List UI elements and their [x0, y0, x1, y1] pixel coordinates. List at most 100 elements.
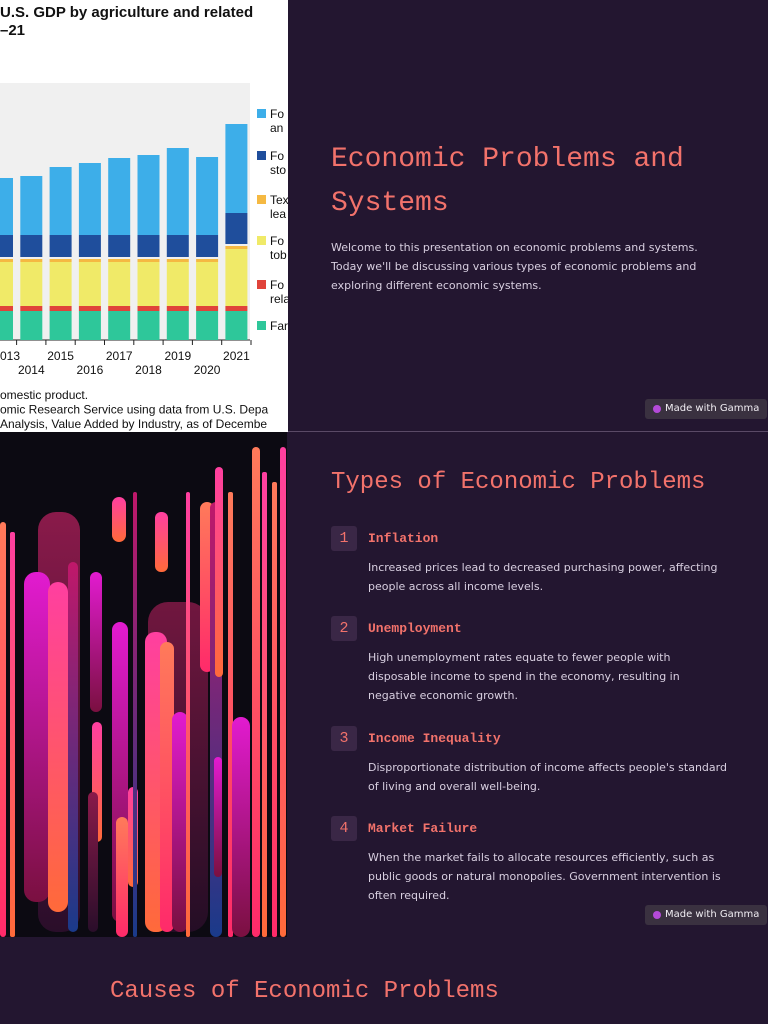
- bar-segment: [108, 259, 131, 262]
- bar-segment: [166, 311, 189, 340]
- item-number: 1: [331, 526, 357, 551]
- bar-segment: [49, 235, 72, 257]
- legend-label: Fo: [270, 234, 284, 248]
- made-with-badge[interactable]: Made with Gamma: [645, 399, 768, 419]
- legend-swatch: [257, 151, 266, 160]
- x-tick-label: 2017: [106, 349, 133, 363]
- divider: [288, 431, 768, 432]
- item-label: Income Inequality: [368, 731, 501, 746]
- bar-segment: [137, 259, 160, 262]
- bar-segment: [225, 249, 248, 306]
- item-number: 3: [331, 726, 357, 751]
- bar-segment: [0, 262, 13, 306]
- legend-label: Tex: [270, 193, 288, 207]
- bar-segment: [49, 311, 72, 340]
- bar-segment: [108, 311, 131, 340]
- bar-segment: [196, 306, 219, 311]
- chart-image: U.S. GDP by agriculture and related–21 01…: [0, 0, 288, 432]
- made-with-badge[interactable]: Made with Gamma: [645, 905, 768, 925]
- bar-segment: [108, 262, 131, 306]
- legend-label: Far: [270, 319, 288, 333]
- item-description: Increased prices lead to decreased purch…: [368, 561, 718, 593]
- bar-segment: [78, 235, 101, 257]
- bar-segment: [0, 259, 13, 262]
- legend-label: sto: [270, 163, 286, 177]
- legend-swatch: [257, 109, 266, 118]
- item-description: When the market fails to allocate resour…: [368, 851, 721, 902]
- legend-swatch: [257, 195, 266, 204]
- bar-segment: [137, 306, 160, 311]
- bar-segment: [20, 262, 43, 306]
- legend-label: Fo: [270, 278, 284, 292]
- bar-segment: [196, 311, 219, 340]
- x-tick-label: 2014: [18, 363, 45, 377]
- bar-segment: [49, 259, 72, 262]
- legend-label: Fo: [270, 149, 284, 163]
- bar-segment: [108, 235, 131, 257]
- bar-segment: [78, 311, 101, 340]
- bar-segment: [166, 148, 189, 235]
- item-number: 2: [331, 616, 357, 641]
- x-tick-label: 2019: [164, 349, 191, 363]
- slide-title: Economic Problems and Systems: [331, 144, 684, 219]
- bar-segment: [20, 259, 43, 262]
- legend-label: Fo: [270, 107, 284, 121]
- item-number: 4: [331, 816, 357, 841]
- legend-label: rela: [270, 292, 288, 306]
- bar-segment: [166, 259, 189, 262]
- slide-body: Welcome to this presentation on economic…: [331, 241, 698, 292]
- bar-segment: [166, 235, 189, 257]
- slide-title: Causes of Economic Problems: [110, 978, 499, 1005]
- bar-segment: [20, 311, 43, 340]
- bar-segment: [196, 262, 219, 306]
- bar-segment: [166, 306, 189, 311]
- bar-segment: [196, 157, 219, 235]
- bar-segment: [0, 311, 13, 340]
- bar-segment: [108, 306, 131, 311]
- bar-segment: [49, 306, 72, 311]
- bar-segment: [137, 235, 160, 257]
- bar-segment: [225, 306, 248, 311]
- bar-segment: [0, 178, 13, 235]
- bar-segment: [137, 311, 160, 340]
- bar-segment: [49, 167, 72, 235]
- legend-swatch: [257, 236, 266, 245]
- bar-segment: [166, 262, 189, 306]
- image-note: Analysis, Value Added by Industry, as of…: [0, 417, 267, 431]
- x-tick-label: 2018: [135, 363, 162, 377]
- bar-segment: [137, 262, 160, 306]
- x-tick-label: 2016: [77, 363, 104, 377]
- bar-segment: [20, 306, 43, 311]
- bar-segment: [0, 235, 13, 257]
- bar-segment: [225, 246, 248, 249]
- item-description: High unemployment rates equate to fewer …: [368, 651, 680, 702]
- bar-segment: [0, 306, 13, 311]
- image-title: U.S. GDP by agriculture and related: [0, 4, 253, 21]
- item-label: Unemployment: [368, 621, 462, 636]
- bar-segment: [78, 163, 101, 235]
- image-title: –21: [0, 22, 25, 39]
- image-note: omic Research Service using data from U.…: [0, 403, 268, 417]
- x-tick-label: 013: [0, 349, 20, 363]
- bar-segment: [49, 262, 72, 306]
- item-label: Inflation: [368, 531, 439, 546]
- bar-segment: [108, 158, 131, 235]
- bar-segment: [196, 235, 219, 257]
- item-label: Market Failure: [368, 821, 478, 836]
- bar-segment: [78, 306, 101, 311]
- item-description: Disproportionate distribution of income …: [368, 761, 727, 793]
- bar-segment: [20, 176, 43, 235]
- bar-segment: [196, 259, 219, 262]
- bar-segment: [225, 311, 248, 340]
- x-tick-label: 2020: [194, 363, 221, 377]
- bar-segment: [137, 155, 160, 235]
- slide-title: Types of Economic Problems: [331, 469, 706, 496]
- bar-segment: [78, 259, 101, 262]
- bar-segment: [78, 262, 101, 306]
- abstract-art: [0, 432, 287, 937]
- legend-label: an: [270, 121, 283, 135]
- image-note: omestic product.: [0, 388, 88, 402]
- bar-segment: [20, 235, 43, 257]
- legend-label: tob: [270, 248, 287, 262]
